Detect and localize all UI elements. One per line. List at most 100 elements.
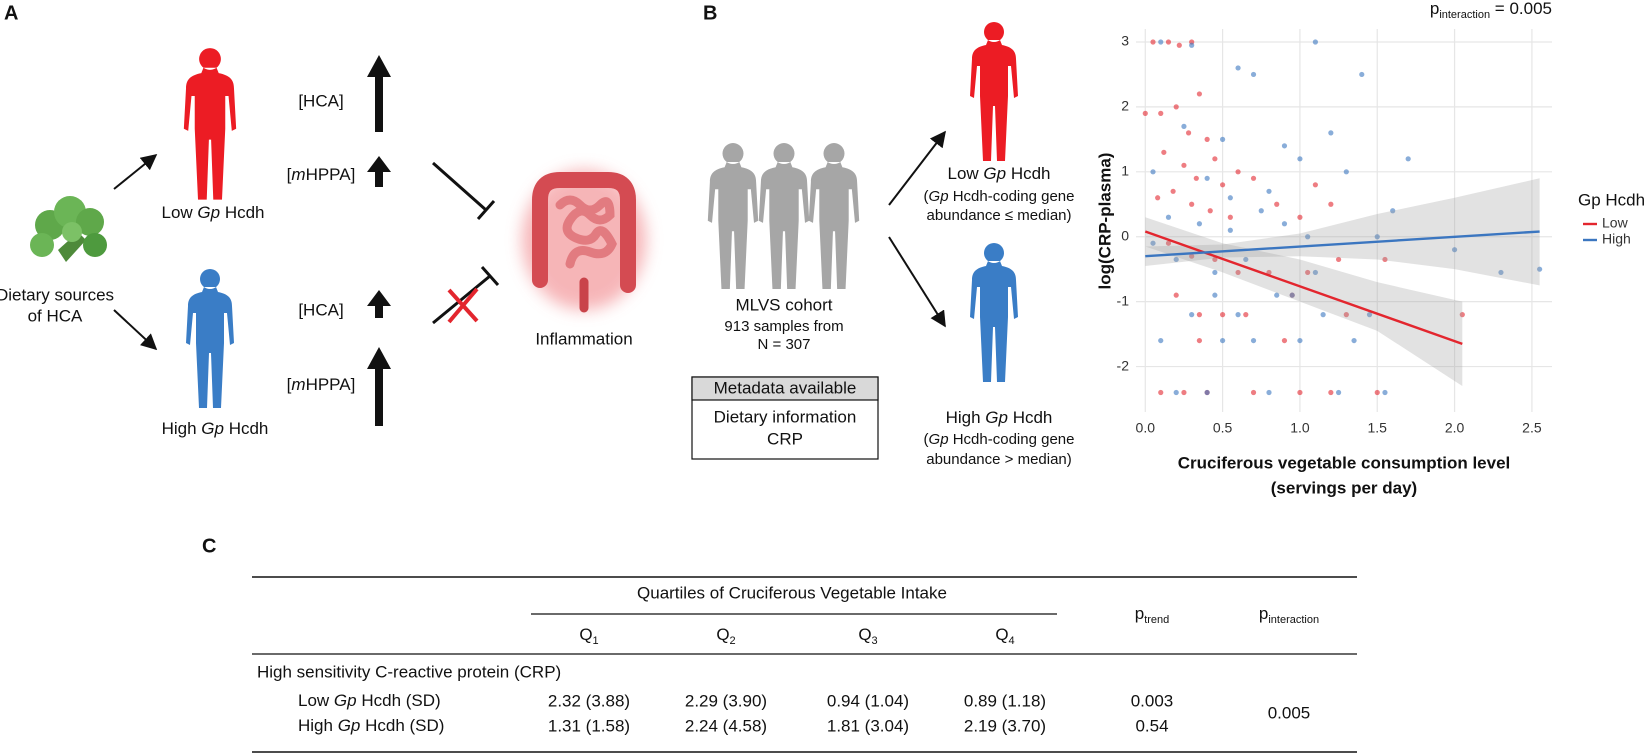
confidence-band: [1145, 178, 1540, 286]
point: [1220, 136, 1226, 142]
table-header: pinteraction: [1259, 604, 1319, 625]
human-low: [970, 22, 1018, 161]
metabolite-label: [HCA]: [298, 91, 343, 110]
point: [1335, 256, 1342, 263]
point: [1189, 312, 1195, 318]
point: [1165, 240, 1172, 246]
point: [1158, 39, 1164, 45]
quartile-header: Q2: [716, 625, 735, 646]
x-axis-label: Cruciferous vegetable consumption level: [1178, 453, 1511, 472]
metadata-item: Dietary information: [714, 407, 857, 426]
point: [1150, 240, 1156, 246]
point: [1196, 312, 1203, 318]
plot-area: [1136, 29, 1552, 412]
table-group-header: Quartiles of Cruciferous Vegetable Intak…: [637, 583, 947, 602]
metadata-header: [691, 376, 879, 401]
table-cell: 2.24 (4.58): [685, 716, 767, 735]
point: [1359, 71, 1365, 78]
point: [1297, 156, 1303, 162]
table-cell: 1.31 (1.58): [548, 716, 630, 735]
x-tick-label: 2.0: [1445, 420, 1465, 436]
legend-label: High: [1602, 231, 1631, 247]
point: [1250, 337, 1257, 344]
point: [1165, 214, 1172, 220]
point: [1305, 269, 1311, 276]
point: [1328, 130, 1334, 136]
human-high: [970, 243, 1018, 382]
point: [1212, 269, 1218, 276]
point: [1220, 312, 1226, 318]
point: [1382, 256, 1388, 263]
point: [1196, 337, 1203, 344]
point: [1297, 389, 1303, 396]
table-header: ptrend: [1135, 604, 1170, 625]
point: [1158, 337, 1164, 344]
intestine: [522, 170, 646, 313]
point: [1250, 389, 1257, 396]
cohort-label: N = 307: [758, 336, 811, 353]
point: [1158, 110, 1164, 116]
row-label: Low Gp Hcdh (SD): [298, 691, 441, 710]
point: [1243, 312, 1249, 318]
point: [1498, 269, 1504, 276]
group-note: (Gp Hcdh-coding gene: [924, 431, 1075, 448]
point: [1155, 195, 1161, 201]
y-tick-label: 1: [1121, 163, 1129, 179]
point: [1150, 169, 1156, 175]
table-rows: Low Gp Hcdh (SD) 2.32 (3.88) 2.29 (3.90) 0.…: [298, 691, 1173, 735]
point: [1235, 269, 1241, 276]
table-cell: 0.54: [1135, 716, 1168, 735]
human-high: [186, 269, 234, 408]
level-arrows: [367, 55, 391, 426]
outcome-label: Inflammation: [535, 329, 632, 348]
point: [1196, 91, 1203, 97]
point: [1173, 292, 1179, 298]
chart-annotation: pinteraction = 0.005: [1430, 0, 1552, 21]
point: [1173, 256, 1179, 263]
point: [1390, 208, 1396, 214]
point: [1235, 65, 1241, 71]
fit-line: [1145, 230, 1540, 258]
point: [1297, 214, 1303, 220]
quartile-header: Q3: [858, 625, 877, 646]
group-note: abundance > median): [926, 451, 1072, 468]
table-cell: 2.32 (3.88): [548, 691, 630, 710]
table-cell: 2.29 (3.90): [685, 691, 767, 710]
point: [1250, 71, 1257, 78]
group-note: (Gp Hcdh-coding gene: [924, 188, 1075, 205]
panel-label: C: [202, 535, 216, 557]
point: [1281, 221, 1288, 227]
point: [1281, 337, 1288, 344]
metadata-header-text: Metadata available: [714, 378, 857, 397]
point: [1204, 136, 1210, 142]
point: [1281, 143, 1288, 149]
quartile-header: Q4: [995, 625, 1014, 646]
point: [1297, 337, 1303, 344]
x-tick-label: 0.0: [1136, 420, 1156, 436]
point: [1312, 182, 1318, 188]
y-axis-label: log(CRP-plasma): [1095, 153, 1114, 290]
point: [1204, 175, 1210, 181]
table-cell: 0.003: [1131, 691, 1174, 710]
point: [1235, 312, 1241, 318]
row-label: High Gp Hcdh (SD): [298, 716, 444, 735]
metabolite-label: [HCA]: [298, 300, 343, 319]
point: [1250, 175, 1257, 181]
point: [1305, 234, 1311, 240]
point: [1328, 389, 1334, 396]
cohort-label: MLVS cohort: [735, 295, 832, 314]
point: [1227, 214, 1233, 220]
x-axis-label: (servings per day): [1271, 478, 1417, 497]
food-label: Dietary sources: [0, 285, 114, 304]
food-label: of HCA: [28, 306, 83, 325]
point: [1289, 292, 1295, 298]
point: [1451, 247, 1458, 253]
point: [1181, 123, 1187, 129]
point: [1165, 39, 1172, 45]
point: [1193, 175, 1199, 181]
point: [1189, 201, 1195, 207]
metabolite-label: [mHPPA]: [287, 165, 356, 184]
y-tick-label: -1: [1117, 292, 1130, 308]
point: [1161, 149, 1167, 155]
